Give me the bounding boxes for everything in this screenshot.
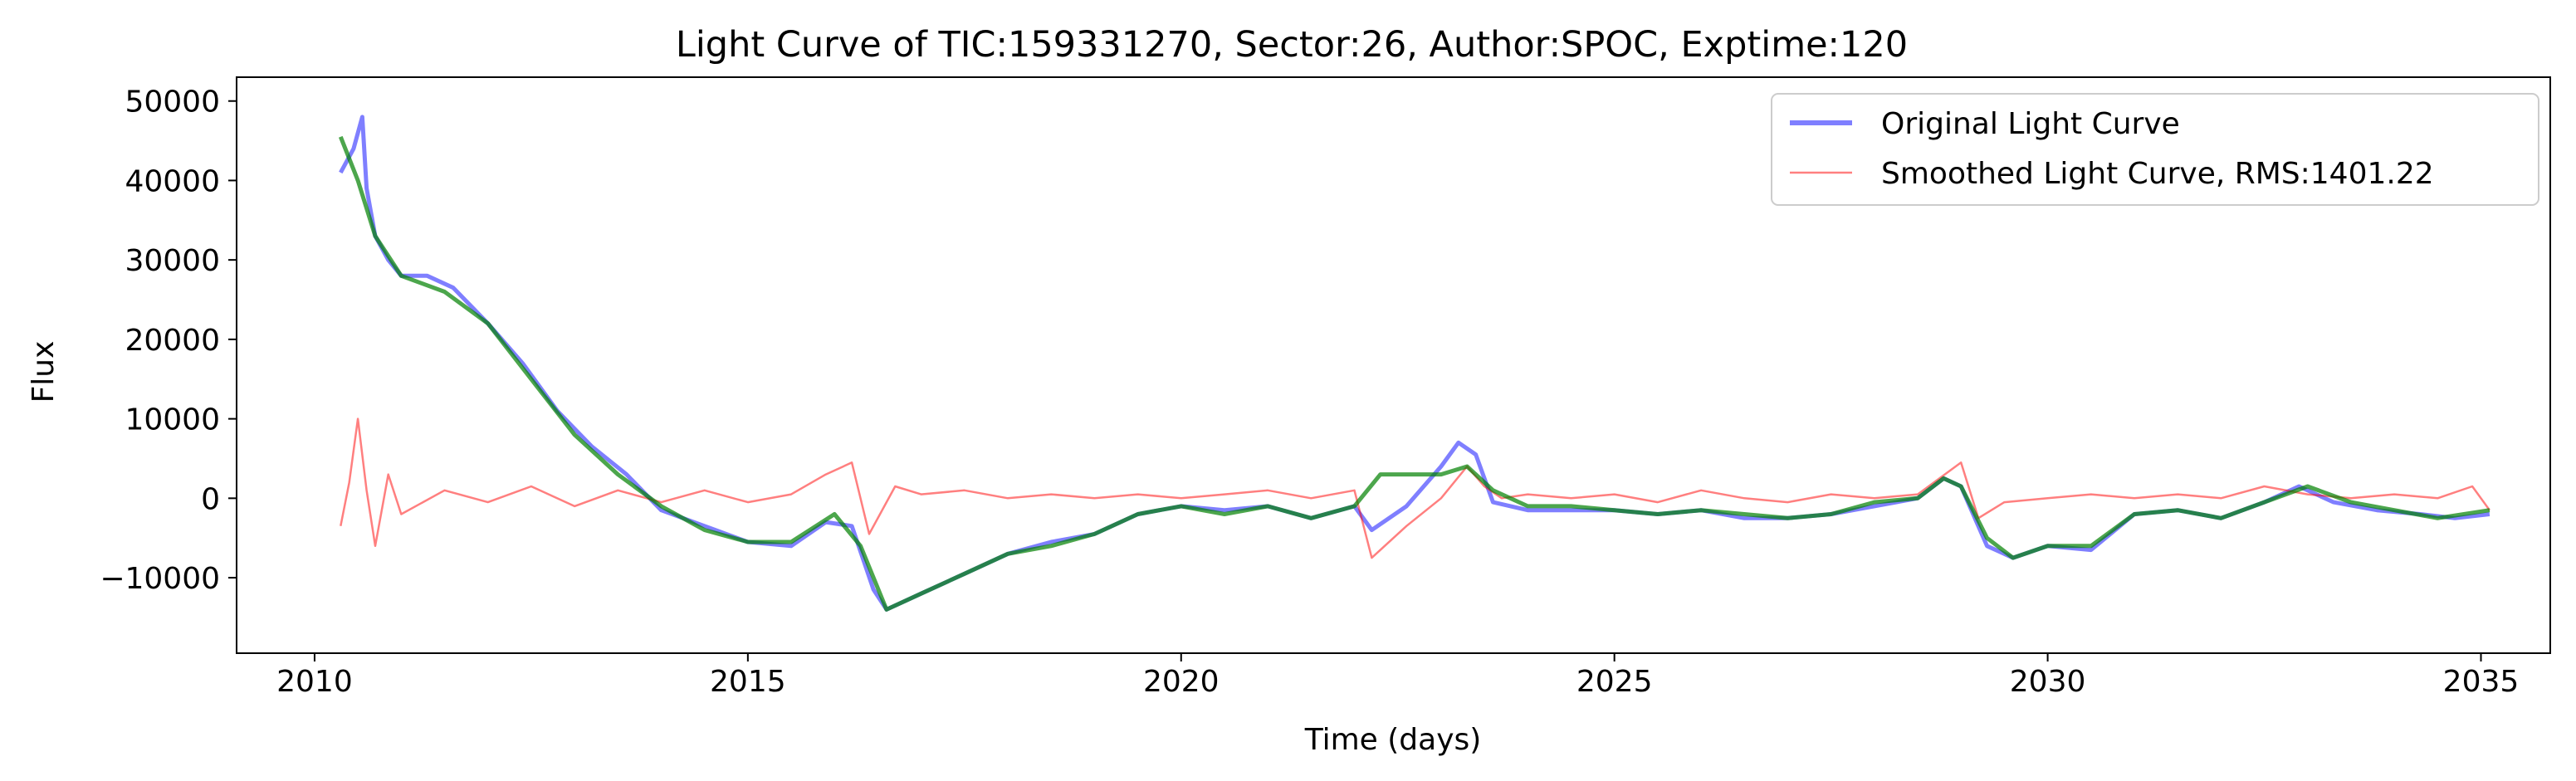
legend-entry: Original Light Curve: [1881, 107, 2180, 141]
y-axis: −10000 0 10000 20000 30000 40000 50000: [100, 85, 237, 596]
x-tick-label: 2025: [1576, 665, 1653, 699]
y-tick-label: 10000: [125, 403, 220, 437]
y-tick-label: 0: [201, 482, 220, 516]
y-tick-label: −10000: [100, 562, 220, 596]
legend: Original Light Curve Smoothed Light Curve…: [1771, 93, 2539, 206]
y-axis-label: Flux: [27, 341, 61, 403]
x-tick-label: 2030: [2010, 665, 2086, 699]
y-tick-label: 30000: [125, 244, 220, 278]
legend-box: [1771, 93, 2539, 206]
x-axis-label: Time (days): [1304, 723, 1482, 757]
legend-entry: Smoothed Light Curve, RMS:1401.22: [1881, 157, 2434, 191]
x-tick-label: 2020: [1143, 665, 1220, 699]
plot-area: [236, 76, 2551, 654]
series-line-1: [340, 417, 2490, 559]
x-tick-label: 2010: [276, 665, 353, 699]
x-tick-label: 2035: [2443, 665, 2520, 699]
series-line-2: [338, 135, 2490, 612]
x-axis: 2010 2015 2020 2025 2030 2035: [276, 653, 2519, 699]
chart-title: Light Curve of TIC:159331270, Sector:26,…: [676, 24, 1908, 66]
plot-frame: [236, 76, 2551, 654]
x-tick-label: 2015: [710, 665, 786, 699]
y-tick-label: 40000: [125, 164, 220, 198]
y-tick-label: 50000: [125, 85, 220, 120]
y-tick-label: 20000: [125, 324, 220, 358]
